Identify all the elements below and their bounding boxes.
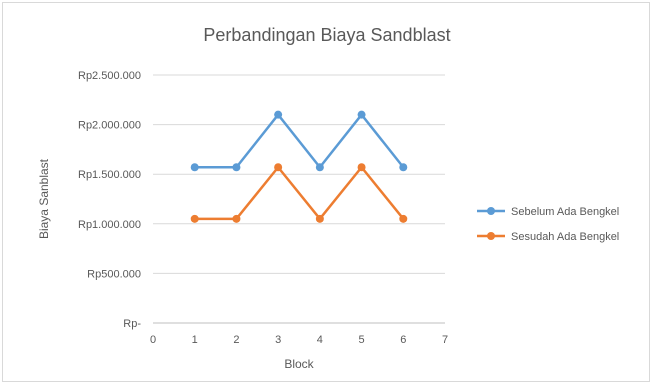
series-line-2 (194, 166, 405, 221)
data-point (315, 214, 324, 223)
data-point (190, 214, 199, 223)
x-tick-label: 1 (192, 334, 198, 346)
legend-label: Sesudah Ada Bengkel (511, 231, 619, 243)
x-tick-label: 7 (442, 334, 448, 346)
y-tick-label: Rp1.500.000 (78, 169, 141, 181)
y-tick-label: Rp- (123, 318, 141, 330)
y-tick-label: Rp1.000.000 (78, 219, 141, 231)
chart-plot: Rp- Rp500.000 Rp1.000.000 Rp1.500.000 Rp2.00… (37, 70, 619, 371)
x-axis-title: Block (284, 357, 314, 371)
data-point (274, 163, 283, 172)
legend-label: Sebelum Ada Bengkel (511, 206, 619, 218)
x-tick-label: 5 (359, 334, 365, 346)
x-tick-label: 6 (400, 334, 406, 346)
legend-marker (487, 232, 495, 240)
data-point (357, 110, 366, 119)
legend-marker (487, 207, 495, 215)
data-point (232, 163, 241, 172)
data-point (274, 110, 283, 119)
data-point (232, 214, 241, 223)
y-tick-label: Rp500.000 (87, 268, 141, 280)
x-tick-label: 0 (150, 334, 156, 346)
chart-title: Perbandingan Biaya Sandblast (203, 25, 451, 45)
x-tick-label: 2 (233, 334, 239, 346)
data-point (190, 163, 199, 172)
x-tick-label: 4 (317, 334, 323, 346)
data-point (357, 163, 366, 172)
x-tick-label: 3 (275, 334, 281, 346)
y-tick-label: Rp2.500.000 (78, 70, 141, 82)
data-point (399, 214, 408, 223)
data-point (399, 163, 408, 172)
chart-frame: Perbandingan Biaya Sandblast Rp- Rp500.00… (2, 2, 650, 382)
y-axis-title: Biaya Sanblast (37, 158, 51, 239)
y-tick-label: Rp2.000.000 (78, 120, 141, 132)
data-point (315, 163, 324, 172)
series-line-1 (194, 113, 405, 169)
